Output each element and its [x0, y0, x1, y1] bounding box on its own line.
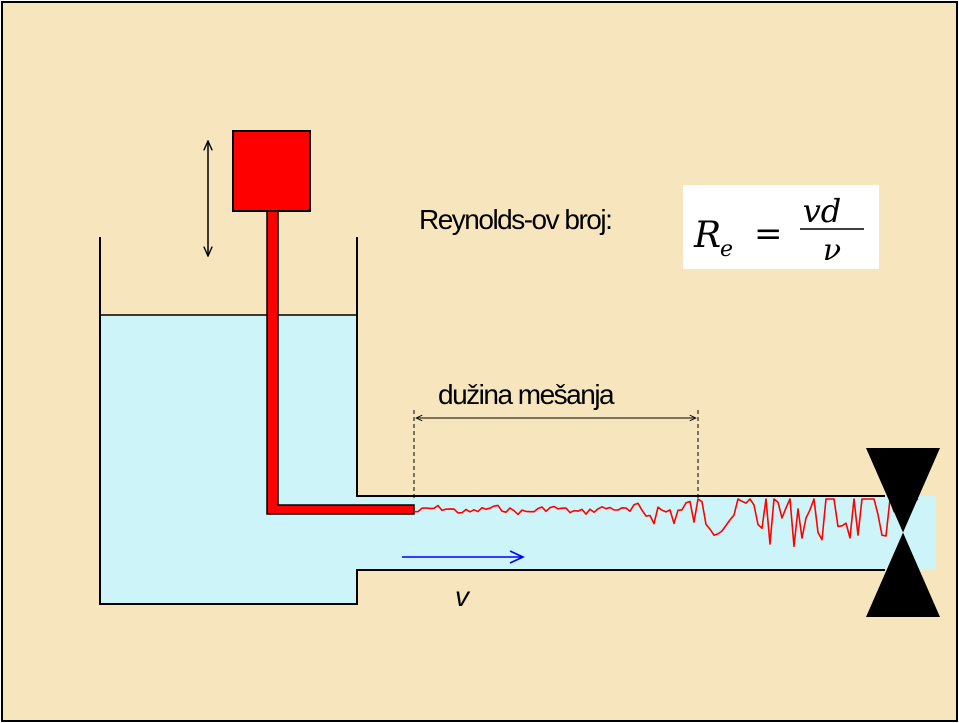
formula-lhs-subscript: e: [720, 237, 733, 262]
formula-lhs: R: [693, 215, 721, 256]
formula-denominator: ν: [823, 233, 841, 268]
formula-equals: =: [754, 214, 783, 254]
formula-numerator: vd: [803, 192, 842, 230]
reynolds-number-label: Reynolds-ov broj:: [419, 204, 611, 235]
velocity-label: v: [455, 581, 471, 612]
mixing-length-label: dužina mešanja: [438, 379, 615, 410]
dye-reservoir: [233, 131, 310, 211]
